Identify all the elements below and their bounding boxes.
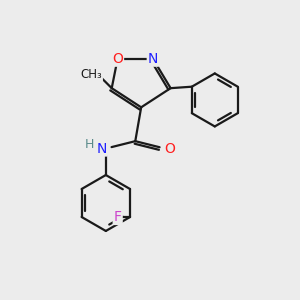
Text: O: O	[112, 52, 123, 66]
Text: CH₃: CH₃	[80, 68, 102, 81]
Text: N: N	[148, 52, 158, 66]
Text: H: H	[85, 138, 94, 151]
Text: F: F	[114, 210, 122, 224]
Text: O: O	[165, 142, 176, 155]
Text: N: N	[96, 142, 106, 155]
